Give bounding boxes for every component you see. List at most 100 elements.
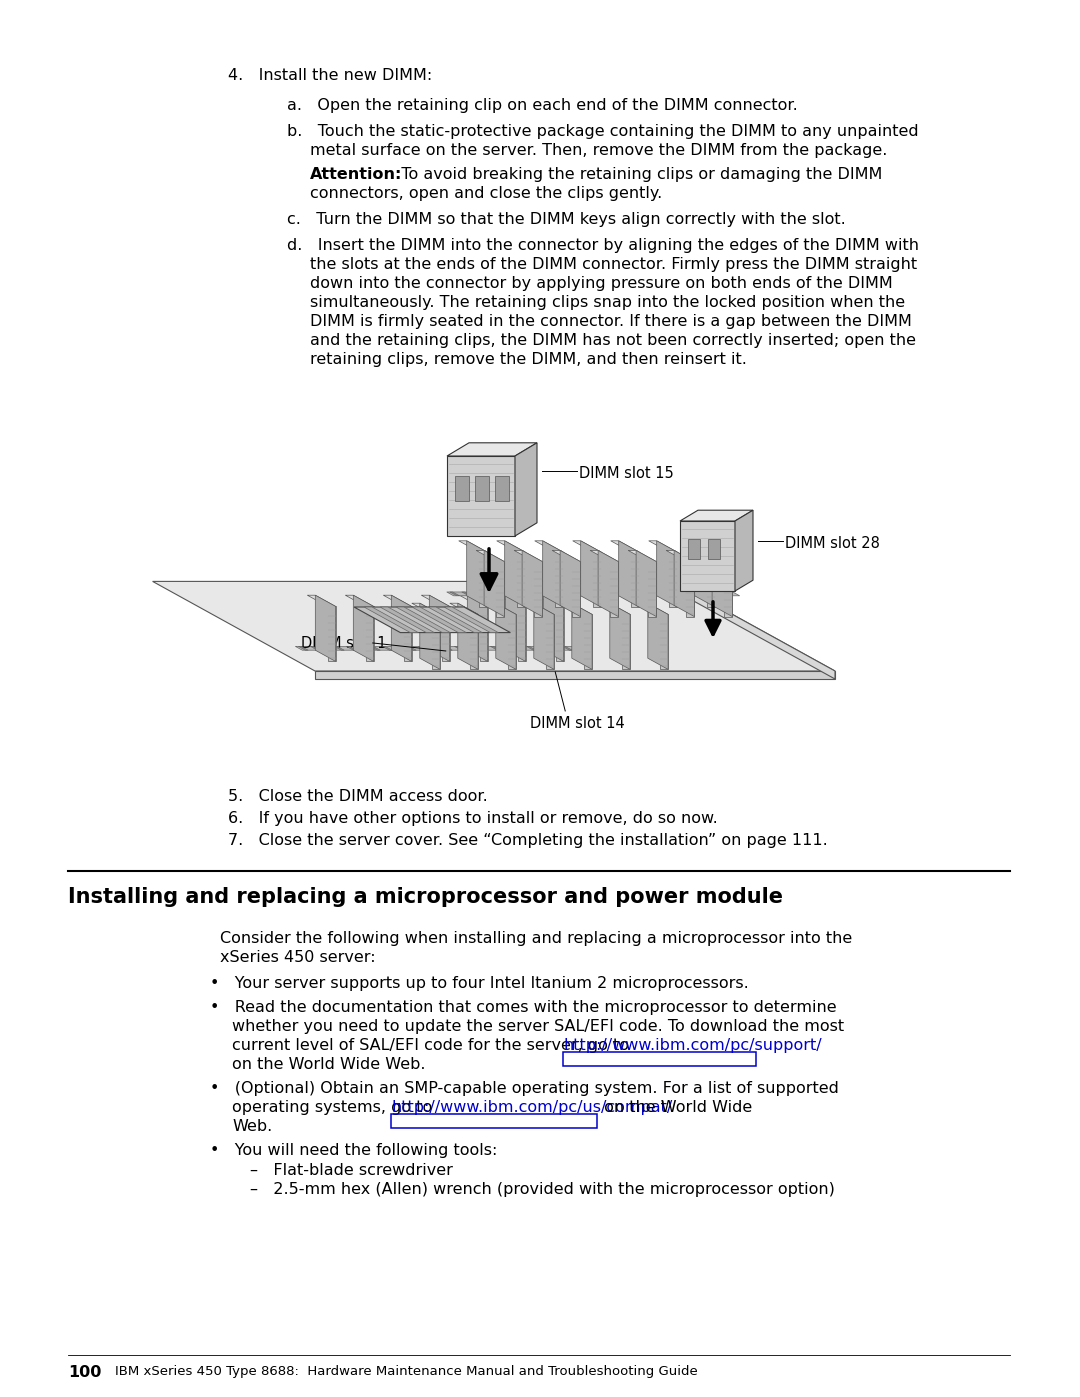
- Polygon shape: [354, 608, 511, 633]
- Bar: [391, 1113, 596, 1127]
- Polygon shape: [421, 595, 449, 606]
- Polygon shape: [564, 604, 592, 615]
- Polygon shape: [526, 604, 554, 615]
- Text: DIMM slot 1: DIMM slot 1: [300, 636, 387, 651]
- Polygon shape: [442, 606, 449, 661]
- Polygon shape: [298, 647, 308, 650]
- Text: DIMM slot 28: DIMM slot 28: [785, 536, 880, 552]
- Polygon shape: [480, 552, 487, 608]
- Polygon shape: [534, 592, 543, 595]
- Polygon shape: [552, 550, 580, 562]
- Text: whether you need to update the server SAL/EFI code. To download the most: whether you need to update the server SA…: [232, 1018, 845, 1034]
- Polygon shape: [538, 647, 549, 650]
- Bar: [455, 476, 469, 502]
- Text: 5.   Close the DIMM access door.: 5. Close the DIMM access door.: [228, 789, 488, 805]
- Polygon shape: [570, 592, 580, 595]
- Bar: [475, 476, 489, 502]
- Polygon shape: [593, 552, 600, 608]
- Text: operating systems, go to: operating systems, go to: [232, 1099, 437, 1115]
- Text: b.   Touch the static-protective package containing the DIMM to any unpainted: b. Touch the static-protective package c…: [287, 124, 919, 138]
- Polygon shape: [510, 592, 519, 595]
- Text: down into the connector by applying pressure on both ends of the DIMM: down into the connector by applying pres…: [310, 277, 893, 291]
- Polygon shape: [673, 581, 835, 679]
- Text: the slots at the ends of the DIMM connector. Firmly press the DIMM straight: the slots at the ends of the DIMM connec…: [310, 257, 917, 272]
- Polygon shape: [687, 541, 715, 552]
- Polygon shape: [474, 592, 484, 595]
- Text: c.   Turn the DIMM so that the DIMM keys align correctly with the slot.: c. Turn the DIMM so that the DIMM keys a…: [287, 212, 846, 226]
- Polygon shape: [470, 615, 478, 669]
- Polygon shape: [555, 552, 563, 608]
- Polygon shape: [459, 595, 487, 606]
- Polygon shape: [622, 615, 630, 669]
- Polygon shape: [543, 595, 564, 661]
- Polygon shape: [488, 604, 516, 615]
- Polygon shape: [707, 552, 715, 608]
- Polygon shape: [690, 592, 700, 595]
- Polygon shape: [665, 592, 676, 595]
- Text: http://www.ibm.com/pc/us/compat/: http://www.ibm.com/pc/us/compat/: [391, 1099, 673, 1115]
- Text: Attention:: Attention:: [310, 168, 403, 182]
- Text: –   Flat-blade screwdriver: – Flat-blade screwdriver: [249, 1162, 453, 1178]
- Polygon shape: [522, 550, 542, 616]
- Polygon shape: [404, 606, 411, 661]
- Polygon shape: [497, 595, 526, 606]
- Text: •   Read the documentation that comes with the microprocessor to determine: • Read the documentation that comes with…: [210, 1000, 837, 1016]
- Polygon shape: [561, 550, 580, 616]
- Polygon shape: [444, 608, 498, 633]
- Bar: [708, 539, 720, 559]
- Text: and the retaining clips, the DIMM has not been correctly inserted; open the: and the retaining clips, the DIMM has no…: [310, 332, 916, 348]
- Polygon shape: [636, 550, 657, 616]
- Polygon shape: [725, 562, 732, 616]
- Polygon shape: [498, 592, 508, 595]
- Polygon shape: [610, 541, 639, 552]
- Polygon shape: [480, 606, 487, 661]
- Polygon shape: [648, 562, 657, 616]
- Polygon shape: [308, 595, 336, 606]
- Text: DIMM is firmly seated in the connector. If there is a gap between the DIMM: DIMM is firmly seated in the connector. …: [310, 314, 912, 330]
- Polygon shape: [660, 615, 669, 669]
- Polygon shape: [418, 647, 429, 650]
- Text: 100: 100: [68, 1365, 102, 1380]
- Polygon shape: [619, 541, 639, 608]
- Polygon shape: [497, 562, 504, 616]
- Polygon shape: [447, 592, 740, 595]
- Polygon shape: [370, 647, 380, 650]
- Polygon shape: [315, 671, 835, 679]
- Bar: [563, 1052, 756, 1066]
- Polygon shape: [420, 604, 441, 669]
- Polygon shape: [497, 541, 525, 552]
- Text: metal surface on the server. Then, remove the DIMM from the package.: metal surface on the server. Then, remov…: [310, 142, 888, 158]
- Polygon shape: [496, 604, 516, 669]
- Polygon shape: [484, 550, 504, 616]
- Polygon shape: [366, 606, 374, 661]
- Polygon shape: [295, 647, 589, 650]
- Polygon shape: [406, 647, 416, 650]
- Polygon shape: [629, 550, 657, 562]
- Text: –   2.5-mm hex (Allen) wrench (provided with the microprocessor option): – 2.5-mm hex (Allen) wrench (provided wi…: [249, 1182, 835, 1197]
- Polygon shape: [353, 595, 374, 661]
- Polygon shape: [598, 550, 619, 616]
- Polygon shape: [594, 592, 604, 595]
- Polygon shape: [572, 541, 600, 552]
- Polygon shape: [502, 647, 512, 650]
- Polygon shape: [702, 592, 712, 595]
- Polygon shape: [310, 647, 321, 650]
- Polygon shape: [467, 541, 487, 608]
- Polygon shape: [490, 647, 500, 650]
- Text: Web.: Web.: [232, 1119, 272, 1134]
- Text: To avoid breaking the retaining clips or damaging the DIMM: To avoid breaking the retaining clips or…: [386, 168, 882, 182]
- Polygon shape: [649, 541, 677, 552]
- Polygon shape: [486, 592, 496, 595]
- Polygon shape: [467, 647, 476, 650]
- Polygon shape: [327, 606, 336, 661]
- Polygon shape: [680, 521, 735, 591]
- Polygon shape: [508, 615, 516, 669]
- Polygon shape: [515, 443, 537, 536]
- Text: •   You will need the following tools:: • You will need the following tools:: [210, 1143, 498, 1158]
- Text: •   Your server supports up to four Intel Itanium 2 microprocessors.: • Your server supports up to four Intel …: [210, 977, 748, 990]
- Polygon shape: [394, 647, 404, 650]
- Polygon shape: [545, 592, 556, 595]
- Polygon shape: [674, 550, 694, 616]
- Polygon shape: [563, 647, 572, 650]
- Text: Consider the following when installing and replacing a microprocessor into the: Consider the following when installing a…: [220, 930, 852, 946]
